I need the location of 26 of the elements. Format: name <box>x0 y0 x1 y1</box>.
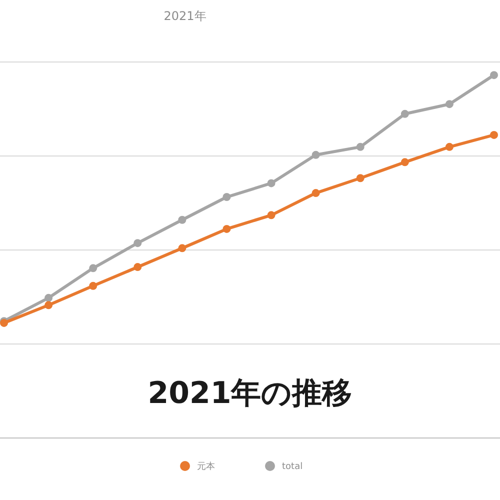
point <box>445 142 454 151</box>
legend-label: 元本 <box>197 461 215 472</box>
point <box>312 150 320 159</box>
point <box>356 142 364 151</box>
point <box>178 244 186 252</box>
point <box>222 224 231 233</box>
point <box>89 264 98 272</box>
point <box>312 189 320 198</box>
chart-title: 2021年 <box>164 9 206 23</box>
point <box>356 174 364 182</box>
point <box>445 100 454 108</box>
point <box>222 193 231 202</box>
point <box>267 179 276 188</box>
point <box>134 239 142 248</box>
point <box>400 110 409 118</box>
point <box>178 216 186 224</box>
point <box>490 71 498 80</box>
annotation: 2021年の推移 <box>148 376 352 411</box>
point <box>267 211 276 220</box>
point <box>490 130 498 139</box>
point <box>44 301 53 310</box>
point <box>44 294 53 302</box>
point <box>89 282 98 290</box>
legend-label: total <box>282 462 303 472</box>
point <box>134 263 142 272</box>
point <box>400 158 409 166</box>
